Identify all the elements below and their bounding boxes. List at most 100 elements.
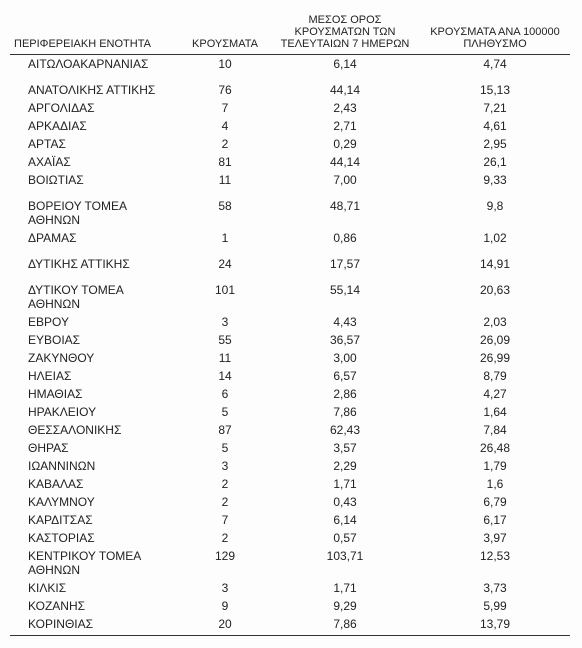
cell-per100k: 12,53 bbox=[420, 547, 570, 579]
cell-per100k: 4,61 bbox=[420, 117, 570, 135]
cell-cases: 2 bbox=[180, 529, 270, 547]
cell-region: ΘΗΡΑΣ bbox=[10, 439, 180, 457]
col-avg7: ΜΕΣΟΣ ΟΡΟΣ ΚΡΟΥΣΜΑΤΩΝ ΤΩΝ ΤΕΛΕΥΤΑΙΩΝ 7 Η… bbox=[270, 12, 420, 55]
cell-per100k: 1,64 bbox=[420, 403, 570, 421]
cell-cases: 129 bbox=[180, 547, 270, 579]
cell-avg7: 0,57 bbox=[270, 529, 420, 547]
cell-cases: 7 bbox=[180, 511, 270, 529]
cell-cases: 3 bbox=[180, 313, 270, 331]
cell-per100k: 3,97 bbox=[420, 529, 570, 547]
table-row: ΗΡΑΚΛΕΙΟΥ57,861,64 bbox=[10, 403, 570, 421]
cell-per100k: 26,99 bbox=[420, 349, 570, 367]
cell-avg7: 17,57 bbox=[270, 255, 420, 273]
cell-region: ΚΑΒΑΛΑΣ bbox=[10, 475, 180, 493]
spacer-row bbox=[10, 73, 570, 81]
table-header: ΠΕΡΙΦΕΡΕΙΑΚΗ ΕΝΟΤΗΤΑ ΚΡΟΥΣΜΑΤΑ ΜΕΣΟΣ ΟΡΟ… bbox=[10, 12, 570, 55]
cell-region: ΚΟΡΙΝΘΙΑΣ bbox=[10, 615, 180, 636]
cell-avg7: 62,43 bbox=[270, 421, 420, 439]
col-per100k: ΚΡΟΥΣΜΑΤΑ ΑΝΑ 100000 ΠΛΗΘΥΣΜΟ bbox=[420, 12, 570, 55]
spacer-row bbox=[10, 189, 570, 197]
cell-region: ΕΒΡΟΥ bbox=[10, 313, 180, 331]
cell-per100k: 13,79 bbox=[420, 615, 570, 636]
cell-cases: 9 bbox=[180, 597, 270, 615]
cell-cases: 6 bbox=[180, 385, 270, 403]
table-row: ΚΑΣΤΟΡΙΑΣ20,573,97 bbox=[10, 529, 570, 547]
cell-region: ΙΩΑΝΝΙΝΩΝ bbox=[10, 457, 180, 475]
table-row: ΚΟΖΑΝΗΣ99,295,99 bbox=[10, 597, 570, 615]
cell-per100k: 3,73 bbox=[420, 579, 570, 597]
cell-region: ΑΡΤΑΣ bbox=[10, 135, 180, 153]
table-row: ΑΡΓΟΛΙΔΑΣ72,437,21 bbox=[10, 99, 570, 117]
cell-region: ΒΟΙΩΤΙΑΣ bbox=[10, 171, 180, 189]
cell-avg7: 4,43 bbox=[270, 313, 420, 331]
cell-per100k: 2,95 bbox=[420, 135, 570, 153]
cell-per100k: 26,09 bbox=[420, 331, 570, 349]
cell-cases: 20 bbox=[180, 615, 270, 636]
cell-region: ΔΥΤΙΚΟΥ ΤΟΜΕΑ ΑΘΗΝΩΝ bbox=[10, 281, 180, 313]
table-row: ΚΙΛΚΙΣ31,713,73 bbox=[10, 579, 570, 597]
cell-cases: 87 bbox=[180, 421, 270, 439]
cell-avg7: 1,71 bbox=[270, 579, 420, 597]
table-row: ΙΩΑΝΝΙΝΩΝ32,291,79 bbox=[10, 457, 570, 475]
cell-region: ΔΥΤΙΚΗΣ ΑΤΤΙΚΗΣ bbox=[10, 255, 180, 273]
cell-avg7: 2,29 bbox=[270, 457, 420, 475]
cell-region: ΘΕΣΣΑΛΟΝΙΚΗΣ bbox=[10, 421, 180, 439]
cell-cases: 2 bbox=[180, 493, 270, 511]
cell-avg7: 2,86 bbox=[270, 385, 420, 403]
cell-cases: 2 bbox=[180, 475, 270, 493]
cell-avg7: 0,29 bbox=[270, 135, 420, 153]
cell-region: ΚΙΛΚΙΣ bbox=[10, 579, 180, 597]
cell-per100k: 8,79 bbox=[420, 367, 570, 385]
cell-cases: 3 bbox=[180, 579, 270, 597]
cell-per100k: 20,63 bbox=[420, 281, 570, 313]
cell-cases: 24 bbox=[180, 255, 270, 273]
table-row: ΑΧΑΪΑΣ8144,1426,1 bbox=[10, 153, 570, 171]
cell-region: ΑΡΚΑΔΙΑΣ bbox=[10, 117, 180, 135]
cell-per100k: 1,6 bbox=[420, 475, 570, 493]
table-row: ΘΕΣΣΑΛΟΝΙΚΗΣ8762,437,84 bbox=[10, 421, 570, 439]
cell-per100k: 7,84 bbox=[420, 421, 570, 439]
cell-region: ΚΟΖΑΝΗΣ bbox=[10, 597, 180, 615]
table-row: ΕΥΒΟΙΑΣ5536,5726,09 bbox=[10, 331, 570, 349]
cell-avg7: 2,71 bbox=[270, 117, 420, 135]
cell-avg7: 48,71 bbox=[270, 197, 420, 229]
cell-avg7: 7,00 bbox=[270, 171, 420, 189]
cell-region: ΒΟΡΕΙΟΥ ΤΟΜΕΑ ΑΘΗΝΩΝ bbox=[10, 197, 180, 229]
cell-region: ΚΑΛΥΜΝΟΥ bbox=[10, 493, 180, 511]
cell-region: ΗΡΑΚΛΕΙΟΥ bbox=[10, 403, 180, 421]
cell-per100k: 14,91 bbox=[420, 255, 570, 273]
cell-per100k: 6,17 bbox=[420, 511, 570, 529]
cell-region: ΑΡΓΟΛΙΔΑΣ bbox=[10, 99, 180, 117]
cell-per100k: 4,27 bbox=[420, 385, 570, 403]
cell-avg7: 3,57 bbox=[270, 439, 420, 457]
cell-cases: 58 bbox=[180, 197, 270, 229]
cell-avg7: 6,14 bbox=[270, 55, 420, 74]
cell-cases: 7 bbox=[180, 99, 270, 117]
cell-cases: 5 bbox=[180, 403, 270, 421]
cell-per100k: 1,02 bbox=[420, 229, 570, 247]
cell-region: ΚΑΣΤΟΡΙΑΣ bbox=[10, 529, 180, 547]
cell-region: ΔΡΑΜΑΣ bbox=[10, 229, 180, 247]
cell-cases: 3 bbox=[180, 457, 270, 475]
cell-per100k: 9,33 bbox=[420, 171, 570, 189]
cell-cases: 5 bbox=[180, 439, 270, 457]
cell-per100k: 7,21 bbox=[420, 99, 570, 117]
table-row: ΗΛΕΙΑΣ146,578,79 bbox=[10, 367, 570, 385]
cell-avg7: 44,14 bbox=[270, 153, 420, 171]
cell-region: ΕΥΒΟΙΑΣ bbox=[10, 331, 180, 349]
table-row: ΖΑΚΥΝΘΟΥ113,0026,99 bbox=[10, 349, 570, 367]
cell-cases: 2 bbox=[180, 135, 270, 153]
cell-avg7: 0,43 bbox=[270, 493, 420, 511]
cell-avg7: 3,00 bbox=[270, 349, 420, 367]
spacer-row bbox=[10, 273, 570, 281]
col-region: ΠΕΡΙΦΕΡΕΙΑΚΗ ΕΝΟΤΗΤΑ bbox=[10, 12, 180, 55]
col-cases: ΚΡΟΥΣΜΑΤΑ bbox=[180, 12, 270, 55]
cell-avg7: 2,43 bbox=[270, 99, 420, 117]
cell-cases: 1 bbox=[180, 229, 270, 247]
cell-per100k: 4,74 bbox=[420, 55, 570, 74]
cell-per100k: 9,8 bbox=[420, 197, 570, 229]
cell-cases: 101 bbox=[180, 281, 270, 313]
cell-cases: 4 bbox=[180, 117, 270, 135]
cell-avg7: 9,29 bbox=[270, 597, 420, 615]
cell-cases: 11 bbox=[180, 171, 270, 189]
